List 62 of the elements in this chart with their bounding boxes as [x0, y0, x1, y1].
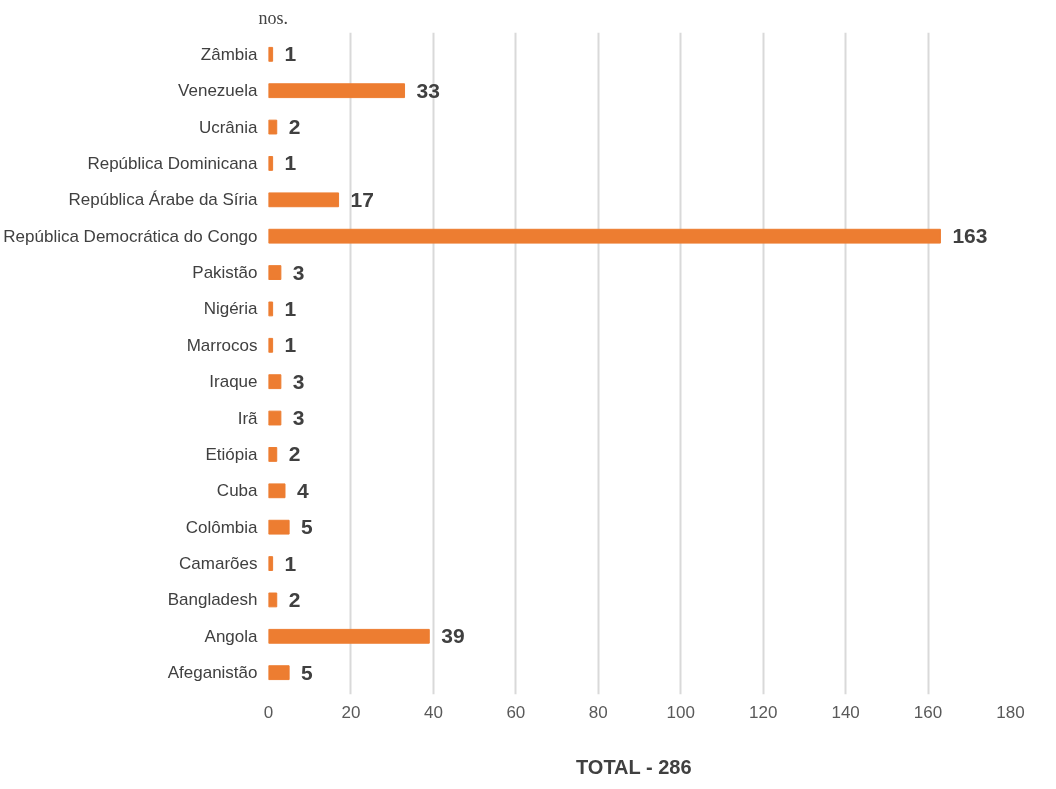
bar [268, 374, 282, 390]
data-label: 39 [441, 624, 465, 648]
data-label: 17 [350, 187, 374, 211]
bar [268, 83, 406, 99]
bar [268, 447, 278, 462]
y-tick-label: Bangladesh [167, 590, 258, 610]
bar [268, 483, 286, 499]
y-tick-label: Colômbia [185, 517, 259, 537]
data-label: 4 [296, 478, 309, 502]
x-tick-label: 0 [263, 702, 274, 722]
y-tick-label: República Democrática do Congo [3, 226, 258, 246]
data-label: 2 [288, 115, 301, 139]
x-axis-title: TOTAL - 286 [575, 755, 692, 778]
x-tick-label: 140 [831, 702, 860, 722]
data-label: 5 [301, 515, 314, 539]
data-label: 1 [284, 333, 297, 357]
x-tick-label: 40 [423, 702, 443, 722]
bar [268, 228, 941, 244]
bar [268, 410, 282, 426]
y-tick-label: Zâmbia [200, 44, 259, 64]
y-tick-label: Cuba [216, 481, 259, 501]
bar [268, 265, 282, 280]
y-tick-label: Ucrânia [198, 117, 259, 137]
y-tick-label: Venezuela [178, 81, 259, 101]
bar [268, 628, 430, 644]
bar [268, 119, 278, 135]
x-tick-label: 20 [341, 702, 361, 722]
data-label: 3 [292, 406, 305, 430]
data-label: 2 [288, 442, 301, 466]
x-tick-label: 160 [913, 702, 943, 722]
data-label: 1 [284, 151, 297, 175]
bar [268, 592, 278, 608]
data-label: 1 [284, 551, 297, 575]
x-tick-label: 60 [506, 702, 526, 722]
y-tick-label: Etiópia [205, 444, 259, 464]
y-tick-label: Afeganistão [167, 663, 258, 683]
y-tick-label: Pakistão [192, 263, 258, 283]
bar [268, 301, 274, 317]
data-label: 33 [416, 78, 440, 102]
data-label: 3 [292, 260, 305, 284]
y-tick-label: República Dominicana [87, 153, 259, 173]
y-tick-label: Irã [237, 408, 259, 428]
data-label: 3 [292, 369, 305, 393]
x-tick-label: 180 [996, 702, 1025, 722]
data-label: 5 [301, 660, 314, 684]
bar [268, 519, 290, 535]
y-tick-label: Camarões [179, 554, 258, 574]
data-label: 163 [952, 224, 988, 248]
data-label: 1 [284, 296, 297, 320]
data-label: 1 [284, 42, 297, 66]
y-tick-label: República Árabe da Síria [68, 190, 259, 210]
data-label: 2 [288, 587, 301, 611]
x-tick-label: 120 [748, 702, 778, 722]
text: nos. [258, 7, 289, 28]
y-tick-label: Angola [204, 626, 259, 646]
x-tick-label: 100 [666, 702, 695, 722]
x-tick-label: 80 [588, 702, 608, 722]
y-tick-label: Iraque [209, 372, 258, 392]
y-tick-label: Nigéria [203, 299, 259, 319]
y-tick-label: Marrocos [186, 335, 258, 355]
bar [268, 192, 340, 208]
bar [268, 665, 290, 681]
